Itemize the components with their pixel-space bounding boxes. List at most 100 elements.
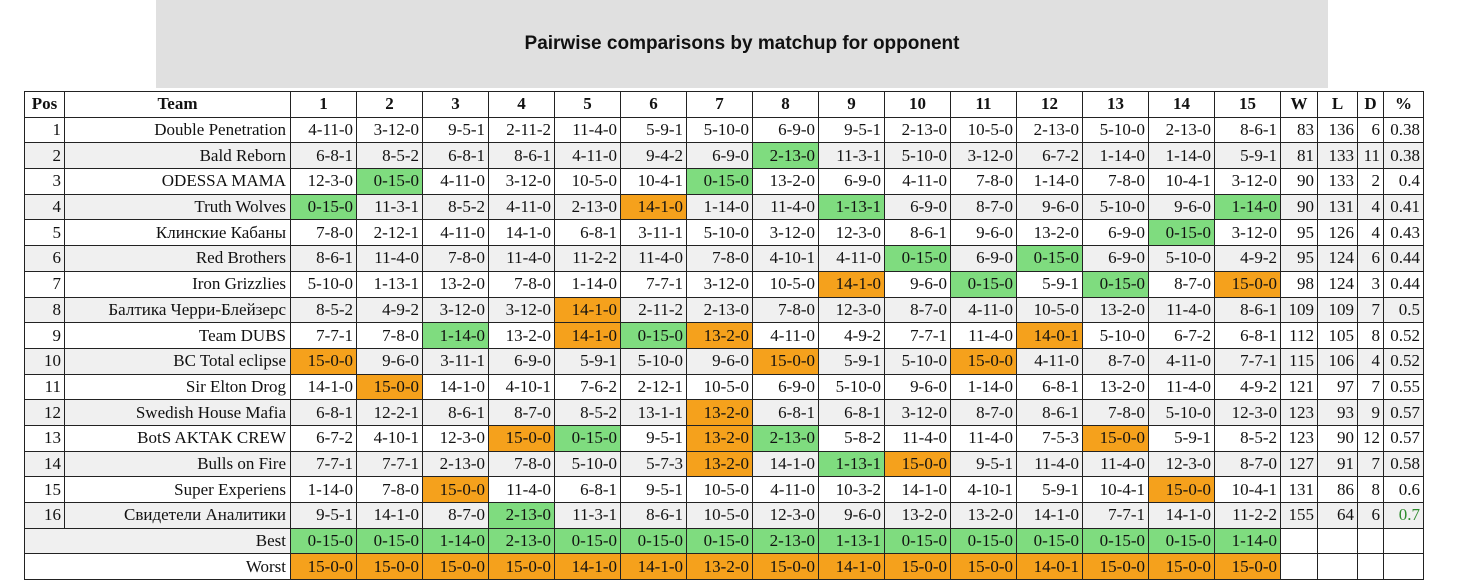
- matchup-cell: 4-11-0: [422, 168, 489, 195]
- empty-cell: [1280, 527, 1318, 555]
- summary-cell: 14-0-1: [1016, 553, 1083, 581]
- matchup-cell: 12-3-0: [422, 424, 489, 452]
- wins-cell: 95: [1280, 219, 1318, 247]
- summary-cell: 1-13-1: [818, 527, 885, 555]
- matchup-cell: 8-7-0: [1148, 270, 1215, 298]
- matchup-cell: 7-8-0: [488, 450, 555, 478]
- summary-cell: 1-14-0: [422, 527, 489, 555]
- table-row: 5 Клинские Кабаны 7-8-0 2-12-1 4-11-0 14-1-0 6…: [24, 219, 1424, 247]
- matchup-cell: 6-8-1: [752, 399, 819, 426]
- empty-cell: [1357, 553, 1384, 581]
- table-row: 16 Свидетели Аналитики 9-5-1 14-1-0 8-7-0 2-1…: [24, 502, 1424, 529]
- pos-cell: 15: [24, 476, 65, 503]
- losses-cell: 64: [1317, 502, 1358, 529]
- summary-cell: 13-2-0: [686, 553, 753, 581]
- matchup-cell: 5-9-1: [1214, 142, 1281, 170]
- matchup-cell: 4-11-0: [884, 168, 951, 195]
- matchup-cell: 5-8-2: [818, 424, 885, 452]
- percent-cell: 0.4: [1383, 168, 1424, 195]
- column-header: L: [1317, 91, 1358, 118]
- matchup-cell: 13-2-0: [686, 450, 753, 478]
- matchup-cell: 15-0-0: [422, 476, 489, 503]
- percent-cell: 0.52: [1383, 347, 1424, 375]
- summary-cell: 0-15-0: [1148, 527, 1215, 555]
- matchup-cell: 1-13-1: [818, 193, 885, 221]
- matchup-cell: 0-15-0: [620, 322, 687, 349]
- matchup-cell: 2-13-0: [488, 502, 555, 529]
- matchup-cell: 4-9-2: [1214, 373, 1281, 401]
- matchup-cell: 5-10-0: [686, 116, 753, 144]
- wins-cell: 121: [1280, 373, 1318, 401]
- draws-cell: 6: [1357, 116, 1384, 144]
- percent-cell: 0.52: [1383, 322, 1424, 349]
- empty-cell: [1317, 527, 1358, 555]
- table-row: 2 Bald Reborn 6-8-1 8-5-2 6-8-1 8-6-1 4-11-0 9-…: [24, 142, 1424, 170]
- matchup-cell: 3-12-0: [488, 296, 555, 324]
- column-header: 15: [1214, 91, 1281, 118]
- losses-cell: 124: [1317, 245, 1358, 272]
- matchup-cell: 4-9-2: [818, 322, 885, 349]
- column-header: 8: [752, 91, 819, 118]
- matchup-cell: 7-8-0: [356, 476, 423, 503]
- matchup-cell: 9-6-0: [818, 502, 885, 529]
- matchup-cell: 1-14-0: [950, 373, 1017, 401]
- draws-cell: 6: [1357, 502, 1384, 529]
- draws-cell: 4: [1357, 347, 1384, 375]
- matchup-cell: 11-4-0: [488, 245, 555, 272]
- matchup-cell: 9-5-1: [422, 116, 489, 144]
- matchup-cell: 14-1-0: [356, 502, 423, 529]
- matchup-cell: 5-9-1: [554, 347, 621, 375]
- matchup-cell: 11-4-0: [1148, 296, 1215, 324]
- matchup-cell: 9-5-1: [818, 116, 885, 144]
- matchup-cell: 6-8-1: [554, 219, 621, 247]
- empty-cell: [1383, 527, 1424, 555]
- matchup-cell: 6-8-1: [1016, 373, 1083, 401]
- matchup-cell: 5-10-0: [1082, 193, 1149, 221]
- matchup-cell: 3-11-1: [620, 219, 687, 247]
- table-row: 6 Red Brothers 8-6-1 11-4-0 7-8-0 11-4-0 11-2-…: [24, 245, 1424, 272]
- matchup-cell: 14-1-0: [884, 476, 951, 503]
- percent-cell: 0.5: [1383, 296, 1424, 324]
- column-header: 7: [686, 91, 753, 118]
- matchup-cell: 13-2-0: [422, 270, 489, 298]
- matchup-cell: 11-4-0: [884, 424, 951, 452]
- table-row: 1 Double Penetration 4-11-0 3-12-0 9-5-1 2-11…: [24, 116, 1424, 144]
- matchup-cell: 12-3-0: [818, 219, 885, 247]
- matchup-cell: 13-2-0: [686, 399, 753, 426]
- matchup-cell: 12-3-0: [752, 502, 819, 529]
- table-body: 1 Double Penetration 4-11-0 3-12-0 9-5-1 2-11…: [24, 116, 1424, 581]
- matchup-cell: 13-2-0: [488, 322, 555, 349]
- matchup-cell: 6-9-0: [488, 347, 555, 375]
- summary-cell: 15-0-0: [1148, 553, 1215, 581]
- wins-cell: 81: [1280, 142, 1318, 170]
- column-header: 14: [1148, 91, 1215, 118]
- matchup-cell: 2-13-0: [752, 142, 819, 170]
- matchup-cell: 6-9-0: [884, 193, 951, 221]
- matchup-cell: 1-13-1: [356, 270, 423, 298]
- empty-cell: [1357, 527, 1384, 555]
- matchup-cell: 2-13-0: [884, 116, 951, 144]
- matchup-cell: 4-11-0: [554, 142, 621, 170]
- draws-cell: 8: [1357, 322, 1384, 349]
- wins-cell: 123: [1280, 399, 1318, 426]
- column-header: 13: [1082, 91, 1149, 118]
- summary-cell: 2-13-0: [752, 527, 819, 555]
- matchup-cell: 3-12-0: [884, 399, 951, 426]
- table-row: 14 Bulls on Fire 7-7-1 7-7-1 2-13-0 7-8-0 5-10…: [24, 450, 1424, 478]
- matchup-cell: 0-15-0: [554, 424, 621, 452]
- losses-cell: 131: [1317, 193, 1358, 221]
- losses-cell: 124: [1317, 270, 1358, 298]
- column-header: 3: [422, 91, 489, 118]
- summary-cell: 2-13-0: [488, 527, 555, 555]
- losses-cell: 133: [1317, 142, 1358, 170]
- worst-row-label: Worst: [24, 553, 291, 581]
- percent-cell: 0.7: [1383, 502, 1424, 529]
- matchup-cell: 4-11-0: [752, 476, 819, 503]
- matchup-cell: 8-7-0: [488, 399, 555, 426]
- team-name-cell: Iron Grizzlies: [64, 270, 291, 298]
- team-name-cell: Truth Wolves: [64, 193, 291, 221]
- matchup-cell: 8-6-1: [1016, 399, 1083, 426]
- column-header: %: [1383, 91, 1424, 118]
- matchup-cell: 3-12-0: [356, 116, 423, 144]
- pos-cell: 4: [24, 193, 65, 221]
